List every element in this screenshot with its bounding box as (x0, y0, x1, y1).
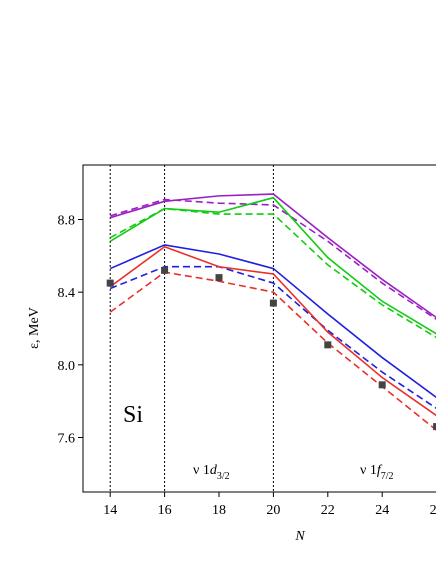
y-tick-label: 7.6 (58, 432, 76, 447)
data-point (378, 381, 386, 389)
x-tick-label: 16 (158, 503, 172, 518)
x-tick-label: 24 (375, 503, 389, 518)
data-point (161, 266, 169, 274)
line (109, 198, 436, 320)
x-tick-label: 26 (430, 503, 436, 518)
y-axis-label: ε, MeV (27, 307, 42, 349)
line (109, 193, 436, 319)
x-tick-label: 14 (103, 503, 117, 518)
data-point (433, 423, 436, 431)
line (109, 244, 436, 399)
annotation: ν 1d3/2 (193, 463, 230, 482)
data-point (106, 279, 114, 287)
x-tick-label: 18 (212, 503, 226, 518)
y-tick-label: 8.8 (58, 214, 76, 229)
data-point (324, 341, 332, 349)
x-tick-label: 20 (266, 503, 280, 518)
line (109, 245, 436, 417)
line (109, 265, 436, 409)
x-tick-label: 22 (321, 503, 335, 518)
annotation: Si (123, 402, 143, 428)
annotation: ν 1f7/2 (360, 463, 394, 482)
data-point (215, 274, 223, 282)
y-tick-label: 8.4 (58, 286, 76, 301)
line (109, 207, 436, 339)
x-axis-label: N (294, 529, 305, 544)
data-point (269, 299, 277, 307)
y-tick-label: 8.0 (58, 359, 76, 374)
